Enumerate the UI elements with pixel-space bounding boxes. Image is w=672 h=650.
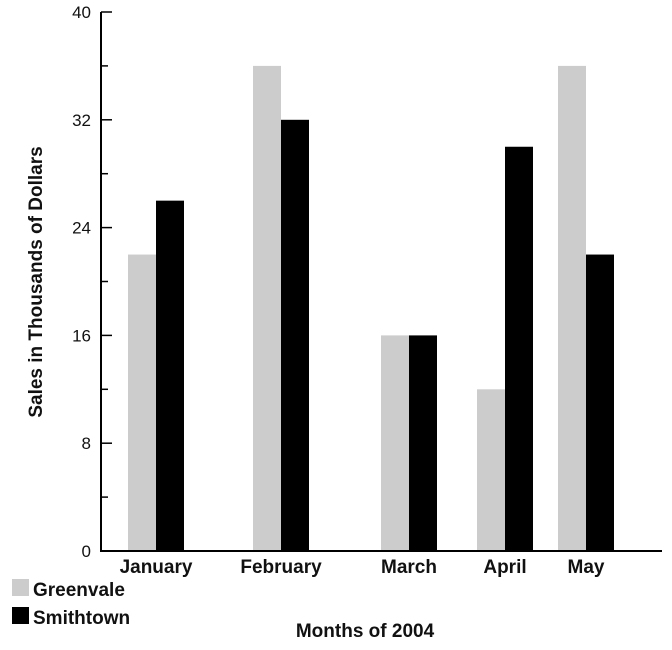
y-axis-title: Sales in Thousands of Dollars bbox=[26, 146, 47, 417]
y-tick-label: 24 bbox=[72, 219, 91, 238]
y-tick-label: 32 bbox=[72, 111, 91, 130]
x-axis-title: Months of 2004 bbox=[296, 621, 435, 642]
legend-swatch-smithtown bbox=[12, 607, 29, 624]
x-tick-label-march: March bbox=[381, 557, 437, 578]
legend: Greenvale Smithtown bbox=[12, 579, 130, 629]
bar-greenvale-february bbox=[253, 65, 281, 552]
x-tick-label-april: April bbox=[483, 557, 526, 578]
y-axis-ticks: 0 8 16 24 32 40 bbox=[72, 3, 112, 561]
y-tick-label: 8 bbox=[82, 434, 91, 453]
bar-smithtown-april bbox=[505, 146, 533, 551]
bar-smithtown-february bbox=[281, 119, 309, 552]
legend-label-smithtown: Smithtown bbox=[33, 608, 130, 629]
bar-smithtown-march bbox=[409, 335, 437, 551]
x-tick-label-january: January bbox=[120, 557, 193, 578]
y-tick-label: 40 bbox=[72, 3, 91, 22]
legend-label-greenvale: Greenvale bbox=[33, 580, 125, 601]
x-tick-label-february: February bbox=[240, 557, 322, 578]
bar-smithtown-january bbox=[156, 200, 184, 551]
y-tick-label: 0 bbox=[82, 542, 91, 561]
bar-greenvale-may bbox=[558, 65, 586, 552]
y-tick-label: 16 bbox=[72, 326, 91, 345]
bar-greenvale-march bbox=[381, 335, 409, 551]
bars bbox=[128, 65, 614, 552]
bar-greenvale-april bbox=[477, 389, 505, 551]
bar-smithtown-may bbox=[586, 254, 614, 552]
legend-swatch-greenvale bbox=[12, 579, 29, 596]
bar-greenvale-january bbox=[128, 254, 156, 552]
x-tick-label-may: May bbox=[568, 557, 605, 578]
x-axis-tick-labels: January February March April May bbox=[120, 557, 605, 578]
